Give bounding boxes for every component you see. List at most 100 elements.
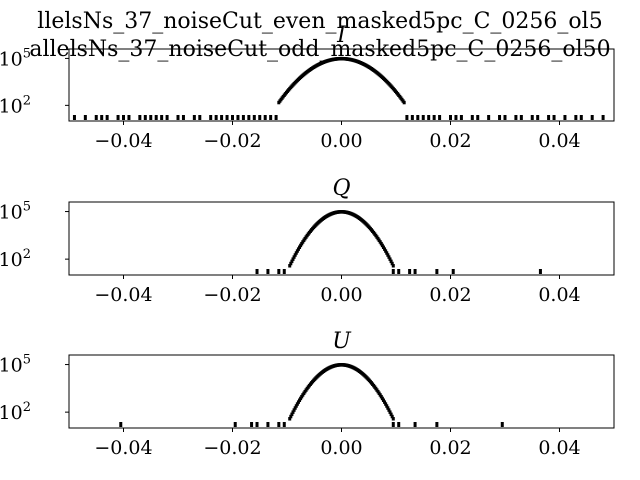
outlier-bin [427,115,431,120]
outlier-bin [250,422,254,427]
outlier-bin [563,115,567,120]
outlier-bin [391,269,395,274]
outlier-bin [181,115,185,120]
outlier-bin [119,422,123,427]
y-tick-label: 105 [0,353,31,377]
panel-Q: Q −0.04 −0.02 0.00 0.02 0.04 102 105 [0,176,615,306]
panel-title-I: I [336,23,347,48]
outlier-bin [416,115,420,120]
outlier-bin [435,422,439,427]
outlier-bin [274,115,278,120]
x-tick-label: −0.02 [203,437,261,459]
outlier-bin [263,115,267,120]
x-tick-label: 0.04 [538,284,580,306]
outlier-bin [470,115,474,120]
outlier-bin [459,115,463,120]
outlier-bin [225,115,229,120]
hist-bin [291,410,295,414]
outlier-bin [503,115,507,120]
hist-bin [290,412,294,417]
outlier-bin [451,269,455,274]
x-tick-label: −0.02 [203,284,261,306]
hist-bin [298,245,302,250]
outlier-bin [247,115,251,120]
outlier-bin [105,115,109,120]
outlier-bin [487,115,491,120]
outlier-bin [405,115,409,120]
y-tick-label: 102 [0,400,31,424]
outlier-bin [590,115,594,120]
hist-bin [288,264,292,268]
hist-bin [402,100,406,105]
outlier-bin [269,115,273,120]
hist-bin [298,398,302,403]
hist-bin [294,404,298,408]
hist-bin [379,241,383,246]
outlier-bin [143,115,147,120]
x-tick-label: 0.04 [538,437,580,459]
panels-group: I −0.04 −0.02 0.00 0.02 0.04 102 105 Q −0.04 −0.02… [0,23,615,459]
outlier-bin [266,269,270,274]
hist-bin [290,259,294,264]
outlier-bin [236,115,240,120]
outlier-bin [432,115,436,120]
hist-bin [291,257,295,261]
outlier-bin [500,422,504,427]
outlier-bin [220,115,224,120]
hist-bin [388,257,392,261]
hist-bin [383,400,387,404]
outlier-bin [391,422,395,427]
outlier-bin [514,115,518,120]
outlier-bin [255,422,259,427]
outlier-bin [476,115,480,120]
outlier-bin [258,115,262,120]
x-tick-label: 0.04 [538,130,580,152]
x-tick-label: 0.00 [320,130,362,152]
hist-bin [299,396,303,401]
outlier-bin [252,115,256,120]
outlier-bin [277,422,281,427]
outlier-bin [601,115,605,120]
x-tick-label: −0.04 [94,437,152,459]
outlier-bin [214,115,218,120]
hist-bin [387,255,391,259]
y-tick-label: 105 [0,200,31,224]
hist-bin [381,398,385,403]
outlier-bin [498,115,502,120]
hist-bin [384,249,388,253]
hist-bin [389,259,393,264]
outlier-bin [277,269,281,274]
outlier-bin [536,115,540,120]
outlier-bin [122,115,125,120]
hist-bin [299,243,303,248]
panel-U: U −0.04 −0.02 0.00 0.02 0.04 102 105 [0,329,615,459]
hist-bin [292,408,296,412]
outlier-bin [198,115,202,120]
figure-title-line-1: llelsNs_37_noiseCut_even_masked5pc_C_025… [37,9,602,34]
outlier-bin [574,115,578,120]
hist-bin [289,414,293,419]
outlier-bin [438,115,442,120]
hist-bin [391,417,395,421]
hist-bin [292,255,296,259]
hist-bin [288,417,292,421]
outlier-bin [116,115,120,120]
hist-bin [380,243,384,248]
hist-bin [388,410,392,414]
y-tick-label: 102 [0,93,31,117]
outlier-bin [282,422,286,427]
outlier-bin [421,115,425,120]
outlier-bin [454,115,458,120]
hist-bin [379,394,383,399]
outlier-bin [408,269,412,274]
hist-bin [295,402,299,406]
outlier-bin [138,115,142,120]
hist-bin [385,404,389,408]
panel-title-Q: Q [332,176,350,201]
outlier-bin [149,115,153,120]
outlier-bin [413,269,417,274]
outlier-bin [72,115,76,120]
hist-bin [383,247,387,251]
outlier-bin [552,115,556,120]
